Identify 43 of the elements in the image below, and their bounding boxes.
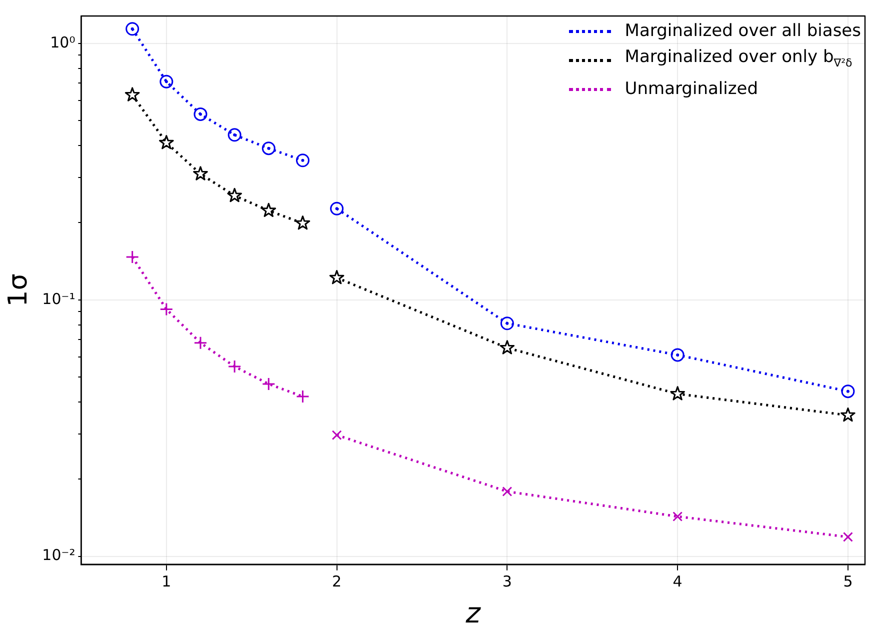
point bbox=[840, 407, 856, 422]
x-tick-label: 1 bbox=[162, 572, 172, 590]
point bbox=[670, 348, 684, 362]
legend-label: Unmarginalized bbox=[624, 78, 758, 102]
y-tick-label: 10⁻² bbox=[42, 546, 76, 564]
legend-label: Marginalized over all biases bbox=[624, 20, 861, 43]
point bbox=[227, 188, 242, 202]
y-axis-title: 1σ bbox=[3, 274, 34, 307]
point bbox=[841, 384, 855, 398]
point bbox=[124, 87, 140, 102]
x-tick-label: 4 bbox=[672, 572, 682, 590]
point bbox=[329, 270, 344, 284]
point bbox=[502, 486, 512, 496]
point bbox=[193, 166, 208, 180]
point bbox=[295, 216, 310, 230]
point bbox=[194, 336, 208, 350]
point bbox=[228, 360, 242, 374]
point bbox=[126, 22, 140, 36]
point bbox=[194, 107, 208, 121]
point bbox=[228, 128, 242, 142]
point bbox=[842, 532, 853, 542]
x-tick-label: 2 bbox=[332, 572, 342, 590]
point bbox=[159, 135, 174, 150]
x-tick-label: 5 bbox=[843, 572, 853, 590]
point bbox=[262, 142, 276, 156]
y-tick-label: 10⁻¹ bbox=[42, 290, 76, 308]
point bbox=[262, 377, 276, 391]
legend-label: Marginalized over only b$_{∇²δ}$ bbox=[624, 46, 852, 72]
point bbox=[500, 340, 515, 354]
point bbox=[500, 316, 514, 330]
point bbox=[330, 202, 344, 216]
point bbox=[160, 74, 174, 88]
x-axis-title: z bbox=[464, 596, 482, 630]
point bbox=[296, 154, 310, 168]
point bbox=[160, 302, 174, 316]
point bbox=[126, 250, 140, 264]
point bbox=[261, 202, 276, 218]
point bbox=[332, 430, 342, 440]
y-tick-label: 10⁰ bbox=[50, 33, 76, 52]
x-tick-label: 3 bbox=[502, 572, 512, 590]
point bbox=[672, 511, 683, 522]
point bbox=[670, 386, 685, 400]
point bbox=[296, 390, 310, 404]
